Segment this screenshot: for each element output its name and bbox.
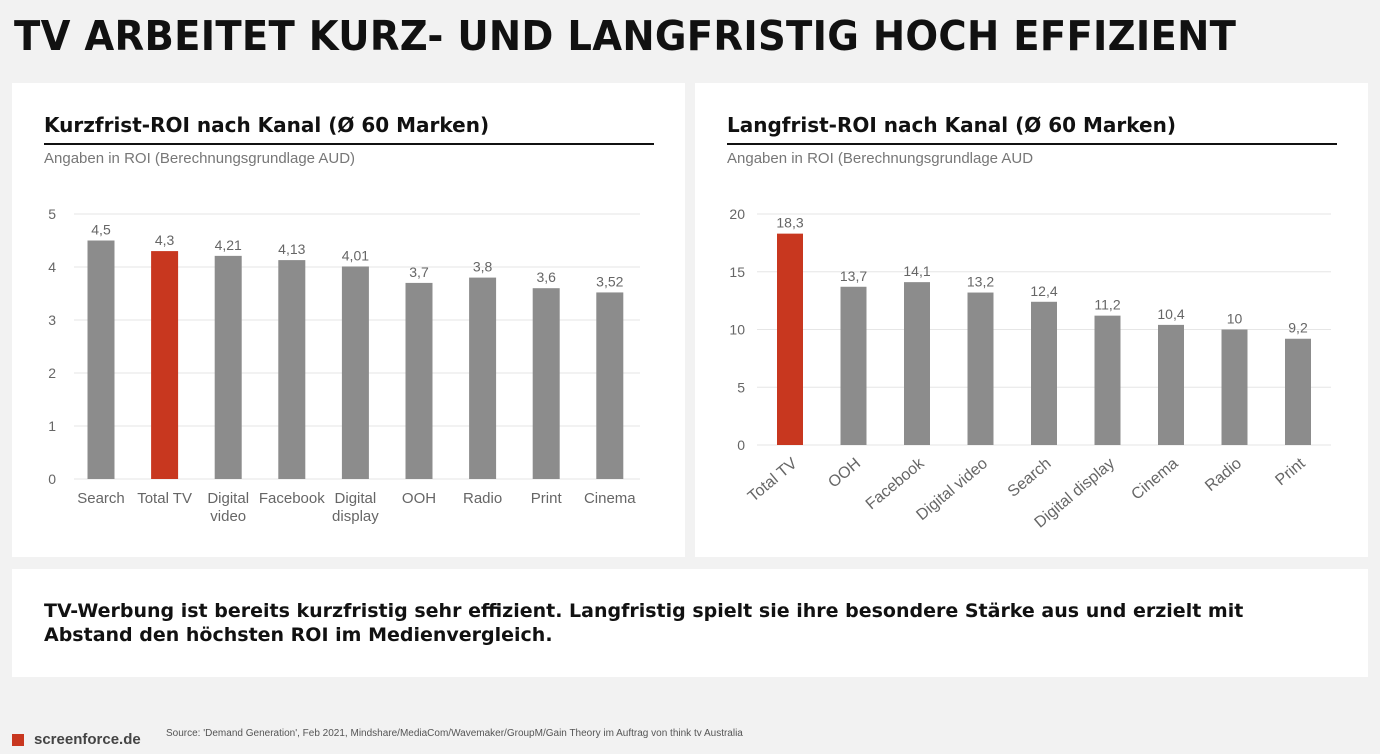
long-term-bar bbox=[967, 292, 994, 445]
short-term-bar bbox=[596, 292, 624, 479]
long-term-category-label: Cinema bbox=[1128, 455, 1181, 504]
long-term-chart-subtitle: Angaben in ROI (Berechnungsgrundlage AUD bbox=[727, 150, 1034, 167]
short-term-ytick-label: 5 bbox=[48, 206, 56, 222]
long-term-ytick-label: 5 bbox=[737, 379, 745, 395]
short-term-category-label: Facebook bbox=[259, 490, 325, 507]
long-term-category-label: Print bbox=[1272, 455, 1309, 490]
long-term-value-label: 13,7 bbox=[840, 268, 867, 284]
long-term-value-label: 18,3 bbox=[776, 215, 803, 231]
short-term-bar bbox=[278, 260, 306, 479]
short-term-value-label: 3,7 bbox=[409, 264, 429, 280]
long-term-bar bbox=[1221, 329, 1248, 445]
short-term-category-label: OOH bbox=[402, 490, 436, 507]
short-term-bar bbox=[341, 266, 369, 479]
long-term-bar bbox=[1031, 301, 1057, 445]
short-term-value-label: 4,13 bbox=[278, 241, 305, 257]
long-term-value-label: 12,4 bbox=[1030, 283, 1057, 299]
long-term-chart-title: Langfrist-ROI nach Kanal (Ø 60 Marken) bbox=[727, 113, 1337, 145]
summary-text: TV-Werbung ist bereits kurzfristig sehr … bbox=[44, 600, 1244, 646]
short-term-chart-title: Kurzfrist-ROI nach Kanal (Ø 60 Marken) bbox=[44, 113, 654, 145]
long-term-value-label: 10,4 bbox=[1157, 306, 1184, 322]
summary-card: TV-Werbung ist bereits kurzfristig sehr … bbox=[12, 569, 1368, 677]
short-term-category-label: Search bbox=[77, 490, 125, 507]
short-term-bar bbox=[151, 251, 179, 479]
short-term-bar bbox=[405, 282, 433, 479]
long-term-bar bbox=[840, 286, 867, 445]
brand-footer[interactable]: screenforce.de bbox=[12, 731, 141, 748]
short-term-bar bbox=[87, 240, 115, 479]
short-term-value-label: 3,6 bbox=[536, 269, 556, 285]
short-term-chart-subtitle: Angaben in ROI (Berechnungsgrundlage AUD… bbox=[44, 150, 356, 167]
long-term-category-label: Total TV bbox=[745, 455, 801, 506]
short-term-value-label: 4,3 bbox=[155, 232, 175, 248]
long-term-roi-chart: 0 5 10 15 20 18,3 Total TV 13,7 OOH 14,1 Facebook 1… bbox=[729, 206, 1331, 532]
long-term-bar bbox=[904, 282, 930, 445]
long-term-chart-card: Langfrist-ROI nach Kanal (Ø 60 Marken) A… bbox=[695, 83, 1368, 557]
short-term-value-label: 4,01 bbox=[342, 247, 369, 263]
long-term-bar bbox=[777, 233, 803, 445]
short-term-value-label: 3,52 bbox=[596, 273, 623, 289]
long-term-ytick-label: 0 bbox=[737, 437, 745, 453]
short-term-chart-card: Kurzfrist-ROI nach Kanal (Ø 60 Marken) A… bbox=[12, 83, 685, 557]
short-term-ytick-label: 3 bbox=[48, 312, 56, 328]
long-term-category-label: Radio bbox=[1202, 455, 1245, 495]
short-term-bar bbox=[469, 277, 497, 479]
brand-name: screenforce.de bbox=[34, 731, 141, 748]
short-term-ytick-label: 2 bbox=[48, 365, 56, 381]
long-term-value-label: 13,2 bbox=[967, 274, 994, 290]
short-term-category-label: video bbox=[210, 508, 246, 525]
short-term-category-label: Total TV bbox=[137, 490, 192, 507]
short-term-ytick-label: 4 bbox=[48, 259, 56, 275]
short-term-category-label: Cinema bbox=[584, 490, 636, 507]
brand-square-icon bbox=[12, 733, 24, 746]
long-term-bar bbox=[1285, 338, 1311, 445]
long-term-category-label: Search bbox=[1005, 455, 1055, 501]
source-note: Source: 'Demand Generation', Feb 2021, M… bbox=[166, 728, 743, 739]
short-term-value-label: 4,5 bbox=[91, 222, 111, 238]
short-term-ytick-label: 1 bbox=[48, 418, 56, 434]
long-term-category-label: OOH bbox=[825, 455, 864, 491]
long-term-value-label: 10 bbox=[1227, 311, 1243, 327]
page-headline: TV ARBEITET KURZ- UND LANGFRISTIG HOCH E… bbox=[14, 12, 1237, 60]
short-term-category-label: Digital bbox=[207, 490, 249, 507]
long-term-bar bbox=[1158, 324, 1184, 445]
short-term-value-label: 3,8 bbox=[473, 259, 493, 275]
long-term-ytick-label: 20 bbox=[729, 206, 745, 222]
short-term-category-label: Radio bbox=[463, 490, 502, 507]
short-term-category-label: display bbox=[332, 508, 379, 525]
long-term-value-label: 9,2 bbox=[1288, 320, 1308, 336]
long-term-ytick-label: 10 bbox=[729, 322, 745, 338]
short-term-bar bbox=[214, 255, 242, 479]
short-term-value-label: 4,21 bbox=[215, 237, 242, 253]
long-term-bar bbox=[1094, 315, 1121, 445]
short-term-category-label: Print bbox=[531, 490, 563, 507]
short-term-bar bbox=[532, 288, 560, 479]
long-term-value-label: 14,1 bbox=[903, 263, 930, 279]
long-term-ytick-label: 15 bbox=[729, 264, 745, 280]
short-term-category-label: Digital bbox=[335, 490, 377, 507]
long-term-category-label: Facebook bbox=[863, 454, 929, 513]
long-term-value-label: 11,2 bbox=[1094, 297, 1120, 313]
short-term-ytick-label: 0 bbox=[48, 471, 56, 487]
